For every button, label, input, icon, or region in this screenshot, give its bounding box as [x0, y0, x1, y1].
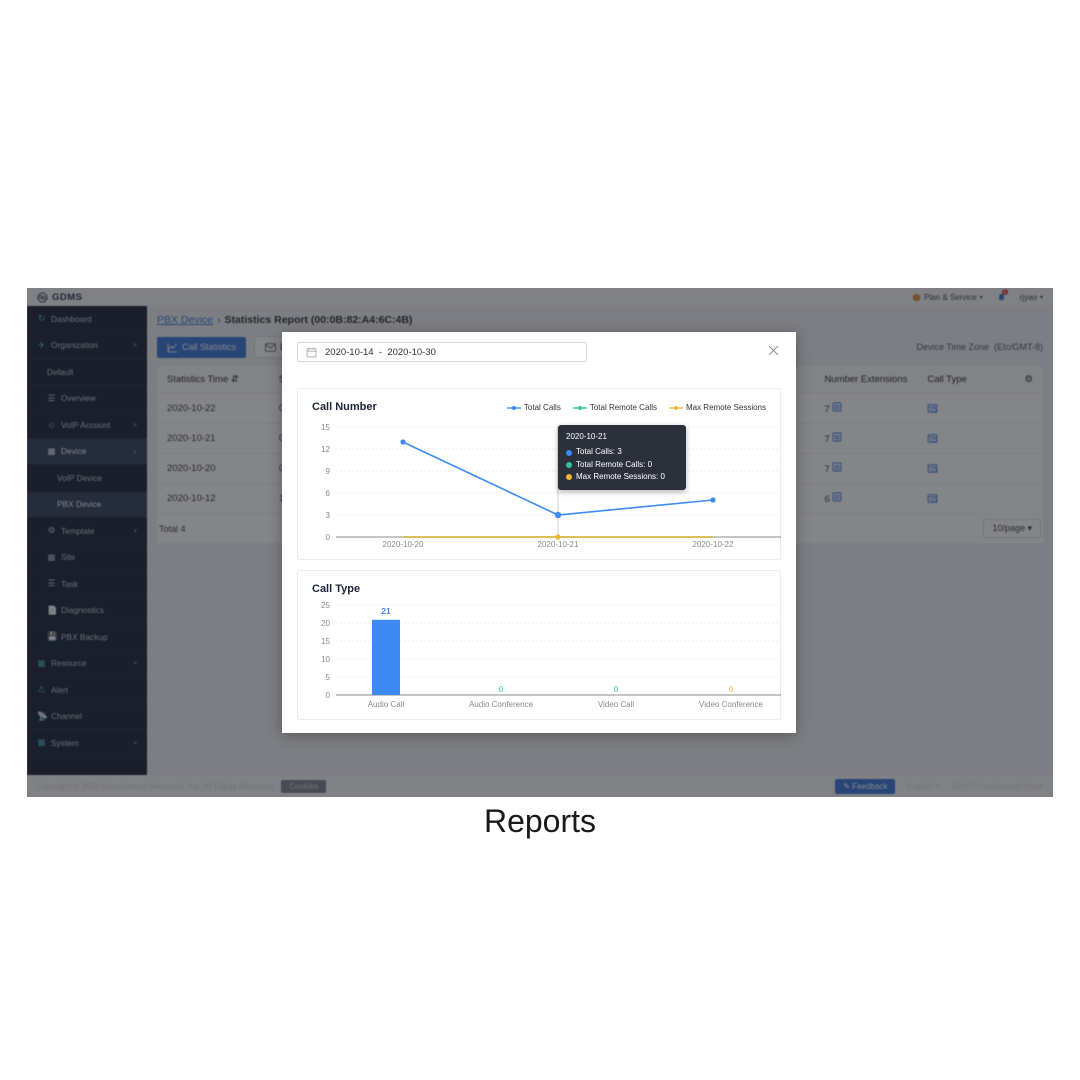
svg-text:25: 25 [321, 601, 330, 610]
svg-text:0: 0 [326, 691, 331, 700]
svg-text:12: 12 [321, 445, 330, 454]
svg-text:Audio Call: Audio Call [368, 700, 405, 709]
svg-text:6: 6 [326, 489, 331, 498]
svg-text:Video Conference: Video Conference [699, 700, 763, 709]
svg-text:2020-10-21: 2020-10-21 [538, 540, 579, 549]
svg-text:0: 0 [729, 685, 734, 694]
svg-text:3: 3 [326, 511, 331, 520]
svg-text:10: 10 [321, 655, 330, 664]
svg-text:0: 0 [614, 685, 619, 694]
svg-text:0: 0 [326, 533, 331, 542]
svg-text:20: 20 [321, 619, 330, 628]
svg-text:15: 15 [321, 637, 330, 646]
svg-text:5: 5 [326, 673, 331, 682]
svg-text:9: 9 [326, 467, 331, 476]
svg-text:Video Call: Video Call [598, 700, 635, 709]
svg-text:21: 21 [381, 606, 391, 616]
svg-text:Audio Conference: Audio Conference [469, 700, 534, 709]
svg-text:2020-10-22: 2020-10-22 [693, 540, 734, 549]
svg-text:15: 15 [321, 423, 330, 432]
svg-text:0: 0 [499, 685, 504, 694]
svg-text:2020-10-20: 2020-10-20 [383, 540, 424, 549]
